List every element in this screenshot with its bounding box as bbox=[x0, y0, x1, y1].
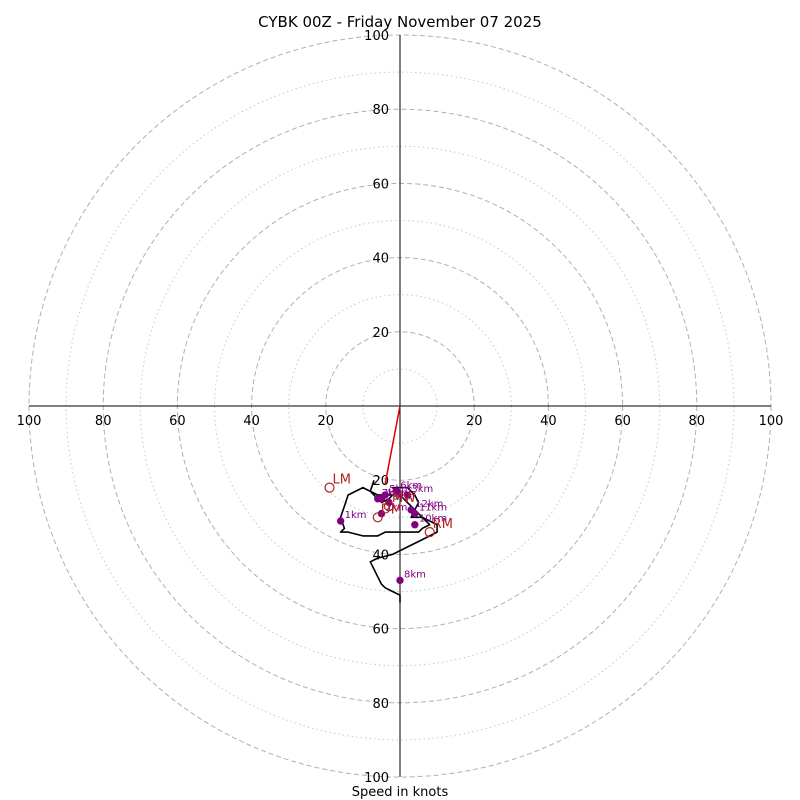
height-label-5km: 5km bbox=[389, 484, 411, 495]
x-tick-label-pos-60: 60 bbox=[614, 414, 631, 429]
x-tick-label-neg-40: 40 bbox=[243, 414, 260, 429]
height-label-2km: 2km bbox=[385, 503, 407, 514]
motion-marker-mw bbox=[383, 501, 394, 512]
height-marker-5km bbox=[381, 491, 389, 499]
height-marker-2km bbox=[377, 509, 386, 518]
y-tick-label-pos-80: 80 bbox=[372, 103, 389, 118]
height-label-3km: 3km bbox=[411, 484, 433, 495]
x-tick-label-neg-20: 20 bbox=[318, 414, 335, 429]
height-marker-1km bbox=[336, 517, 345, 525]
motion-label-mw: MW bbox=[392, 491, 416, 506]
tick-labels: 100 80 60 40 20 20 40 60 80 100 100 80 60 40 20 20 40 60 8… bbox=[17, 29, 784, 786]
height-label-11km: 11km bbox=[419, 503, 447, 514]
chart-title: CYBK 00Z - Friday November 07 2025 bbox=[258, 13, 542, 31]
height-marker-6km bbox=[392, 487, 400, 496]
height-label-1km: 1km bbox=[345, 510, 367, 521]
y-tick-label-neg-80: 80 bbox=[372, 697, 389, 712]
height-marker-7km bbox=[374, 495, 382, 503]
y-tick-label-neg-100: 100 bbox=[364, 771, 389, 786]
x-tick-label-pos-100: 100 bbox=[759, 414, 784, 429]
y-tick-label-pos-100: 100 bbox=[364, 29, 389, 44]
y-tick-label-neg-60: 60 bbox=[372, 623, 389, 638]
x-tick-label-neg-80: 80 bbox=[95, 414, 112, 429]
height-marker-8km bbox=[396, 576, 404, 585]
x-tick-label-neg-60: 60 bbox=[169, 414, 186, 429]
height-marker-12km bbox=[407, 506, 415, 514]
height-label-12km: 12km bbox=[415, 499, 443, 510]
x-tick-label-pos-80: 80 bbox=[689, 414, 706, 429]
storm-motion-vector bbox=[384, 405, 401, 485]
y-tick-label-neg-40: 40 bbox=[372, 548, 389, 563]
height-label-10km: 10km bbox=[419, 514, 447, 525]
y-tick-label-neg-20: 20 bbox=[372, 474, 389, 489]
y-tick-label-pos-20: 20 bbox=[372, 326, 389, 341]
motion-marker-rm bbox=[424, 527, 435, 538]
motion-label-lm: LM bbox=[333, 473, 351, 488]
height-marker-10km bbox=[411, 521, 419, 529]
x-axis-label: Speed in knots bbox=[352, 785, 449, 800]
motion-marker-dm bbox=[372, 512, 383, 523]
y-tick-label-pos-40: 40 bbox=[372, 252, 389, 267]
x-tick-label-neg-100: 100 bbox=[17, 414, 42, 429]
x-tick-label-pos-20: 20 bbox=[466, 414, 483, 429]
x-tick-label-pos-40: 40 bbox=[540, 414, 557, 429]
height-label-9km: 9km bbox=[393, 491, 415, 502]
height-label-6km: 6km bbox=[400, 480, 422, 491]
motion-marker-lm bbox=[324, 482, 335, 493]
height-label-8km: 8km bbox=[404, 569, 426, 580]
height-label-7km: 7km bbox=[382, 488, 404, 499]
motion-label-rm: RM bbox=[433, 517, 453, 532]
height-markers: 1km2km3km4km5km6km7km8km9km10km11km12km bbox=[336, 480, 447, 585]
storm-vector-group bbox=[384, 405, 401, 485]
height-marker-3km bbox=[403, 491, 412, 499]
y-tick-label-pos-60: 60 bbox=[372, 177, 389, 192]
